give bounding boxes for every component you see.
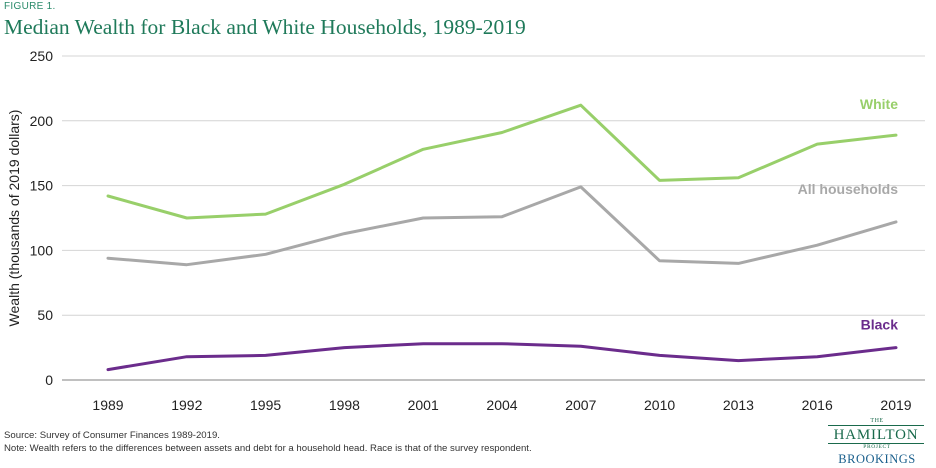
x-tick-label: 2013: [723, 397, 754, 413]
x-tick-label: 2019: [880, 397, 911, 413]
logo-hamilton-text: HAMILTON: [833, 427, 919, 443]
y-tick-label: 250: [30, 48, 54, 64]
series-line-white: [106, 103, 898, 220]
x-tick-label: 1995: [250, 397, 281, 413]
series-label-all-households: All households: [798, 181, 899, 197]
y-axis-label: Wealth (thousands of 2019 dollars): [6, 110, 22, 327]
x-tick-label: 1992: [171, 397, 202, 413]
hamilton-project-brookings-logo: THE HAMILTON PROJECT BROOKINGS: [823, 418, 931, 468]
x-tick-label: 1989: [92, 397, 123, 413]
logo-hamilton-box: HAMILTON: [828, 425, 924, 444]
x-tick-label: 2004: [486, 397, 517, 413]
chart-title: Median Wealth for Black and White Househ…: [4, 15, 526, 39]
x-tick-label: 1998: [329, 397, 360, 413]
definition-note: Note: Wealth refers to the differences b…: [4, 443, 532, 454]
y-tick-label: 200: [30, 113, 54, 129]
source-note: Source: Survey of Consumer Finances 1989…: [4, 430, 220, 441]
series-line-black: [106, 342, 898, 372]
line-chart: 0 50 100 150 200 250 1989 1992 1995 1998 2001 2004 2…: [6, 48, 925, 413]
x-tick-label: 2016: [802, 397, 833, 413]
logo-brookings-text: BROOKINGS: [838, 452, 916, 466]
series-label-black: Black: [861, 317, 899, 333]
y-tick-label: 50: [37, 307, 53, 323]
x-tick-label: 2007: [565, 397, 596, 413]
series-label-white: White: [860, 96, 898, 112]
x-tick-label: 2010: [644, 397, 675, 413]
series-line-all-households: [106, 185, 898, 267]
y-tick-label: 100: [30, 242, 54, 258]
y-tick-label: 150: [30, 178, 54, 194]
y-tick-label: 0: [45, 372, 53, 388]
x-tick-label: 2001: [408, 397, 439, 413]
figure-label: FIGURE 1.: [4, 1, 56, 12]
logo-project-text: PROJECT: [863, 444, 891, 450]
logo-the-text: THE: [870, 418, 884, 424]
